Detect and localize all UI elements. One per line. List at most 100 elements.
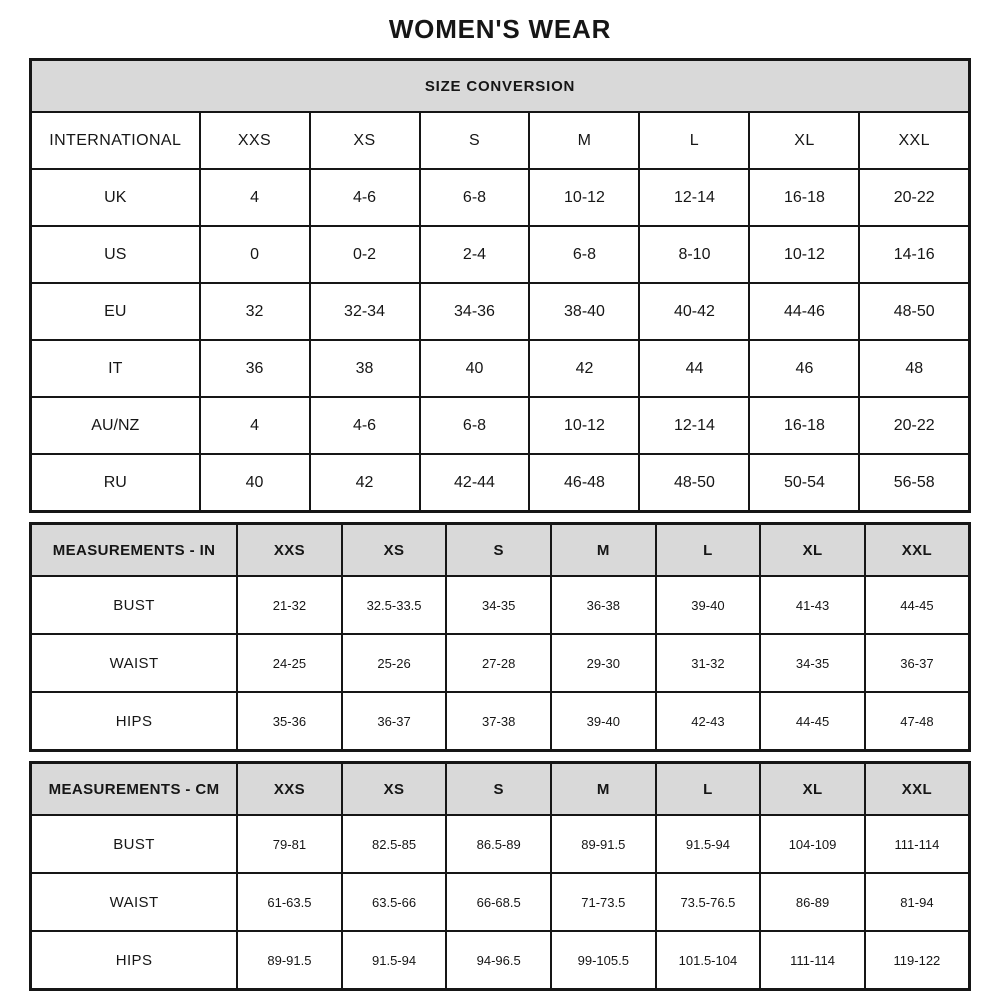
cell-value: 50-54 [748,453,861,513]
column-header-l: L [654,522,762,577]
row-label: HIPS [29,691,239,752]
table-row-us: US 0 0-2 2-4 6-8 8-10 10-12 14-16 [29,225,971,284]
cell-value: 86-89 [759,872,866,932]
page-title: WOMEN'S WEAR [388,14,612,44]
column-header-m: M [528,111,641,170]
cell-value: 42 [528,339,641,398]
table-row-bust: BUST 79-81 82.5-85 86.5-89 89-91.5 91.5-… [29,814,971,874]
cell-value: 61-63.5 [236,872,343,932]
cell-value: 32.5-33.5 [340,575,448,635]
cell-value: 104-109 [759,814,866,874]
column-header-xxl: XXL [858,111,971,170]
cell-value: 32-34 [308,282,421,341]
cell-value: 42-43 [654,691,762,752]
row-label: IT [29,339,201,398]
cell-value: 16-18 [748,168,861,227]
cell-value: 79-81 [236,814,343,874]
table-row-hips: HIPS 89-91.5 91.5-94 94-96.5 99-105.5 10… [29,930,971,991]
column-header-xxl: XXL [863,761,971,816]
cell-value: 4-6 [308,168,421,227]
row-label: WAIST [29,872,239,932]
cell-value: 56-58 [858,453,971,513]
cell-value: 48-50 [858,282,971,341]
cell-value: 48 [858,339,971,398]
cell-value: 10-12 [528,168,641,227]
cell-value: 2-4 [418,225,531,284]
cell-value: 99-105.5 [549,930,657,991]
table-row-uk: UK 4 4-6 6-8 10-12 12-14 16-18 20-22 [29,168,971,227]
cell-value: 34-35 [759,633,866,693]
table-row-bust: BUST 21-32 32.5-33.5 34-35 36-38 39-40 4… [29,575,971,635]
column-header-xxs: XXS [198,111,311,170]
column-header-xxl: XXL [863,522,971,577]
cell-value: 63.5-66 [340,872,448,932]
cell-value: 94-96.5 [445,930,552,991]
table-caption-row: SIZE CONVERSION [29,58,971,113]
cell-value: 71-73.5 [549,872,657,932]
cell-value: 81-94 [863,872,971,932]
column-header-xl: XL [759,522,866,577]
cell-value: 10-12 [528,396,641,455]
column-header-xl: XL [759,761,866,816]
cell-value: 44-46 [748,282,861,341]
cell-value: 0 [198,225,311,284]
cell-value: 31-32 [654,633,762,693]
cell-value: 82.5-85 [340,814,448,874]
column-header-l: L [654,761,762,816]
cell-value: 6-8 [418,396,531,455]
cell-value: 8-10 [638,225,751,284]
cell-value: 86.5-89 [445,814,552,874]
table-row-hips: HIPS 35-36 36-37 37-38 39-40 42-43 44-45… [29,691,971,752]
cell-value: 44-45 [863,575,971,635]
cell-value: 111-114 [759,930,866,991]
table-row-it: IT 36 38 40 42 44 46 48 [29,339,971,398]
column-header-s: S [418,111,531,170]
cell-value: 38-40 [528,282,641,341]
row-label: US [29,225,201,284]
cell-value: 10-12 [748,225,861,284]
cell-value: 44 [638,339,751,398]
cell-value: 36-37 [863,633,971,693]
cell-value: 39-40 [549,691,657,752]
cell-value: 36-38 [549,575,657,635]
cell-value: 34-36 [418,282,531,341]
column-header-s: S [445,761,552,816]
cell-value: 36-37 [340,691,448,752]
cell-value: 39-40 [654,575,762,635]
cell-value: 4 [198,168,311,227]
cell-value: 35-36 [236,691,343,752]
cell-value: 44-45 [759,691,866,752]
cell-value: 0-2 [308,225,421,284]
column-header-row: MEASUREMENTS - CM XXS XS S M L XL XXL [29,761,971,816]
cell-value: 42 [308,453,421,513]
cell-value: 38 [308,339,421,398]
row-label: BUST [29,814,239,874]
table-row-waist: WAIST 24-25 25-26 27-28 29-30 31-32 34-3… [29,633,971,693]
cell-value: 6-8 [528,225,641,284]
cell-value: 73.5-76.5 [654,872,762,932]
cell-value: 37-38 [445,691,552,752]
size-conversion-table: SIZE CONVERSION INTERNATIONAL XXS XS S M… [29,58,971,513]
cell-value: 36 [198,339,311,398]
cell-value: 89-91.5 [549,814,657,874]
row-label: HIPS [29,930,239,991]
cell-value: 34-35 [445,575,552,635]
column-header-m: M [549,522,657,577]
table-row-eu: EU 32 32-34 34-36 38-40 40-42 44-46 48-5… [29,282,971,341]
cell-value: 40-42 [638,282,751,341]
cell-value: 48-50 [638,453,751,513]
cell-value: 40 [418,339,531,398]
measurements-cm-title: MEASUREMENTS - CM [29,761,239,816]
cell-value: 6-8 [418,168,531,227]
table-row-ru: RU 40 42 42-44 46-48 48-50 50-54 56-58 [29,453,971,513]
cell-value: 40 [198,453,311,513]
column-header-xxs: XXS [236,522,343,577]
cell-value: 29-30 [549,633,657,693]
column-header-xs: XS [308,111,421,170]
row-label: EU [29,282,201,341]
row-label: WAIST [29,633,239,693]
row-label: RU [29,453,201,513]
cell-value: 21-32 [236,575,343,635]
table-row-waist: WAIST 61-63.5 63.5-66 66-68.5 71-73.5 73… [29,872,971,932]
cell-value: 24-25 [236,633,343,693]
